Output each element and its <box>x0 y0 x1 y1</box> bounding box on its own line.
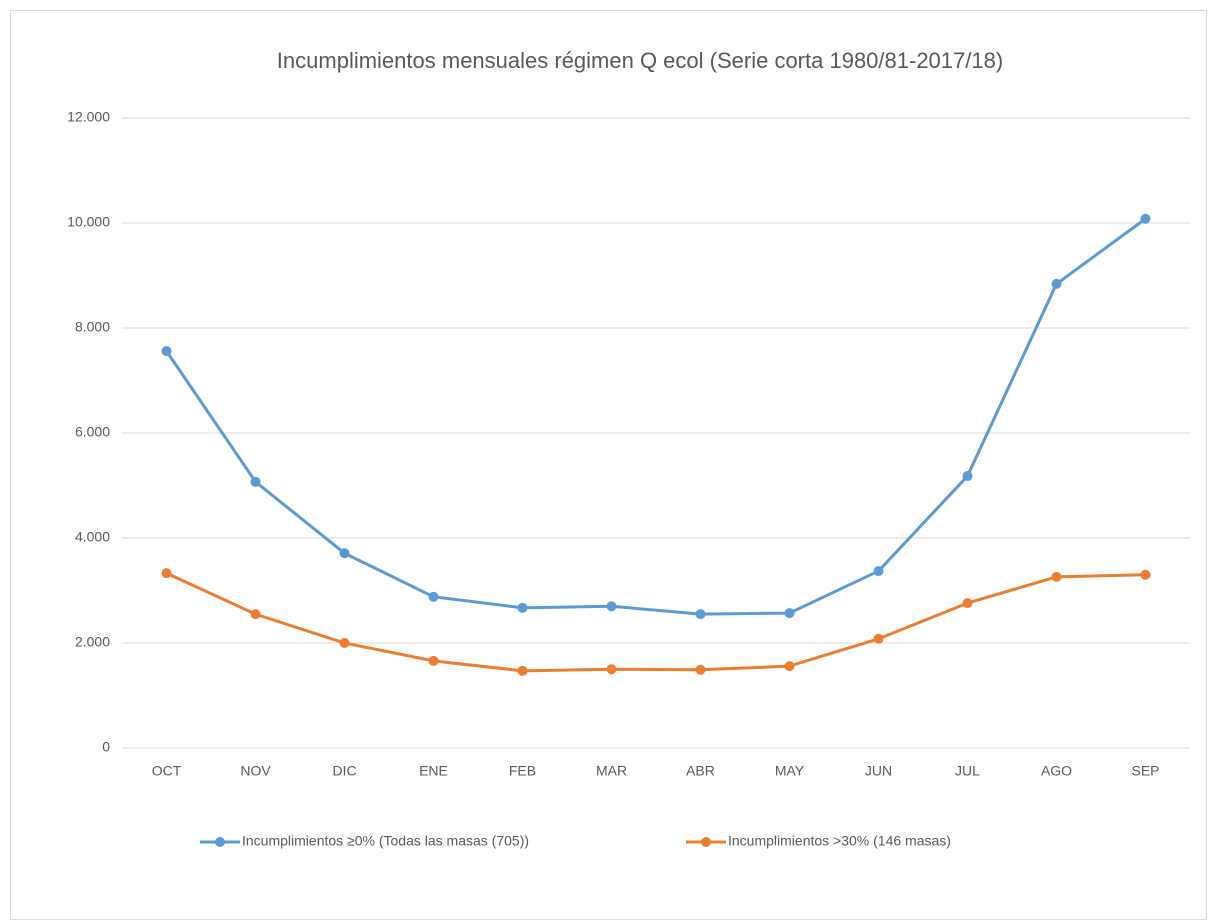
data-point <box>784 661 795 672</box>
x-tick-label: NOV <box>240 763 271 779</box>
x-tick-label: SEP <box>1131 763 1159 779</box>
data-point <box>161 346 172 357</box>
x-tick-label: ABR <box>686 763 715 779</box>
data-point <box>962 471 973 482</box>
data-point <box>1140 213 1151 224</box>
data-point <box>1051 571 1062 582</box>
data-point <box>695 609 706 620</box>
data-point <box>339 548 350 559</box>
chart-title: Incumplimientos mensuales régimen Q ecol… <box>277 48 1003 73</box>
y-tick-label: 6.000 <box>75 424 110 440</box>
chart-frame <box>10 10 1207 920</box>
legend-label: Incumplimientos >30% (146 masas) <box>728 833 951 849</box>
data-point <box>339 638 350 648</box>
y-tick-label: 0 <box>102 739 110 755</box>
x-tick-label: ENE <box>419 763 448 779</box>
data-point <box>428 591 439 602</box>
y-tick-label: 2.000 <box>75 634 110 650</box>
series-line <box>165 571 1146 673</box>
data-point <box>873 566 884 577</box>
x-tick-label: DIC <box>332 763 356 779</box>
data-point <box>428 655 439 666</box>
data-point <box>1140 569 1151 580</box>
y-tick-label: 4.000 <box>75 529 110 545</box>
x-tick-label: FEB <box>509 763 536 779</box>
x-tick-label: AGO <box>1041 763 1072 779</box>
data-point <box>1051 278 1062 289</box>
data-point <box>517 602 528 613</box>
y-tick-label: 12.000 <box>67 109 110 125</box>
data-point <box>517 665 528 676</box>
x-tick-label: JUL <box>955 763 980 779</box>
x-tick-label: JUN <box>865 763 892 779</box>
x-tick-label: MAR <box>596 763 627 779</box>
data-point <box>250 609 261 620</box>
data-point <box>962 598 973 609</box>
legend-marker <box>701 837 711 847</box>
data-point <box>873 633 884 644</box>
series-line <box>165 217 1147 616</box>
data-point <box>606 601 617 612</box>
y-tick-label: 10.000 <box>67 214 110 230</box>
y-tick-label: 8.000 <box>75 319 110 335</box>
data-point <box>250 476 261 487</box>
legend-label: Incumplimientos ≥0% (Todas las masas (70… <box>242 833 529 849</box>
x-tick-label: MAY <box>775 763 805 779</box>
data-point <box>161 568 172 579</box>
data-point <box>784 608 795 619</box>
data-point <box>606 664 617 675</box>
x-tick-label: OCT <box>152 763 182 779</box>
data-point <box>695 664 706 675</box>
legend-marker <box>215 837 225 847</box>
